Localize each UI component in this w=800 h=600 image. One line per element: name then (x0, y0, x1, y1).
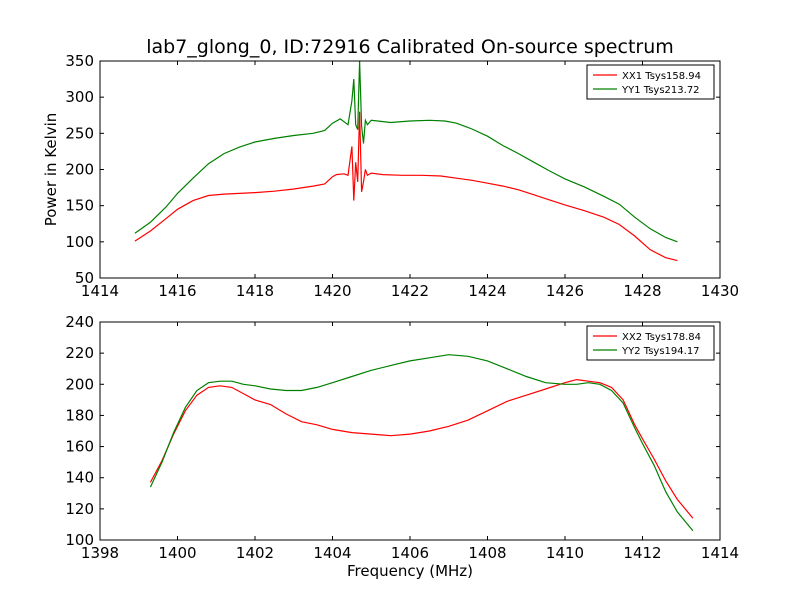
top-x-tick-label: 1420 (313, 282, 351, 300)
top-y-tick-label: 150 (65, 197, 94, 215)
top-series-line-xx1 (134, 111, 678, 262)
bottom-y-tick-label: 140 (65, 469, 94, 487)
top-x-tick-label: 1424 (468, 282, 506, 300)
bottom-x-tick-label: 1398 (81, 544, 119, 562)
top-y-tick-label: 200 (65, 161, 94, 179)
bottom-series-line-yy2 (149, 354, 694, 532)
bottom-y-tick-label: 120 (65, 500, 94, 518)
top-panel: 1414 1416 1418 1420 1422 1424 1426 1428 1430 50 10… (42, 52, 739, 300)
bottom-legend-box (586, 325, 715, 361)
bottom-x-tick-label: 1412 (623, 544, 661, 562)
top-y-tick-label: 250 (65, 124, 94, 142)
top-x-tick-label: 1430 (701, 282, 739, 300)
bottom-panel: 1398 1400 1402 1404 1406 1408 1410 1412 1414 100 1… (65, 313, 739, 580)
chart-title: lab7_glong_0, ID:72916 Calibrated On-sou… (146, 36, 674, 58)
bottom-legend-entry: XX2 Tsys178.84 (622, 332, 701, 343)
bottom-y-tick-label: 100 (65, 531, 94, 549)
top-legend-entry: YY1 Tsys213.72 (621, 85, 700, 96)
bottom-x-axis-label: Frequency (MHz) (347, 562, 473, 580)
top-series-line-yy1 (134, 60, 678, 243)
bottom-y-tick-label: 200 (65, 375, 94, 393)
top-x-tick-label: 1416 (158, 282, 196, 300)
bottom-x-tick-label: 1408 (468, 544, 506, 562)
bottom-legend: XX2 Tsys178.84 YY2 Tsys194.17 (586, 325, 715, 361)
top-y-tick-label: 300 (65, 88, 94, 106)
top-x-tick-label: 1418 (236, 282, 274, 300)
bottom-series-line-xx2 (149, 378, 694, 519)
bottom-x-tick-label: 1406 (391, 544, 429, 562)
bottom-y-tick-label: 240 (65, 313, 94, 331)
bottom-y-tick-label: 180 (65, 406, 94, 424)
top-x-tick-label: 1428 (623, 282, 661, 300)
bottom-y-tick-label: 160 (65, 438, 94, 456)
top-y-tick-label: 100 (65, 233, 94, 251)
bottom-x-tick-label: 1404 (313, 544, 351, 562)
top-legend-entry: XX1 Tsys158.94 (622, 71, 701, 82)
top-x-tick-label: 1422 (391, 282, 429, 300)
top-y-tick-label: 50 (75, 269, 94, 287)
top-x-tick-label: 1414 (81, 282, 119, 300)
bottom-x-tick-label: 1400 (158, 544, 196, 562)
bottom-x-tick-label: 1410 (546, 544, 584, 562)
top-legend-box (586, 64, 715, 100)
bottom-y-tick-label: 220 (65, 344, 94, 362)
top-y-tick-label: 350 (65, 52, 94, 70)
bottom-x-tick-label: 1402 (236, 544, 274, 562)
top-legend: XX1 Tsys158.94 YY1 Tsys213.72 (586, 64, 715, 100)
top-x-tick-label: 1426 (546, 282, 584, 300)
bottom-x-tick-label: 1414 (701, 544, 739, 562)
top-y-axis-label: Power in Kelvin (42, 113, 60, 227)
bottom-legend-entry: YY2 Tsys194.17 (621, 346, 700, 357)
